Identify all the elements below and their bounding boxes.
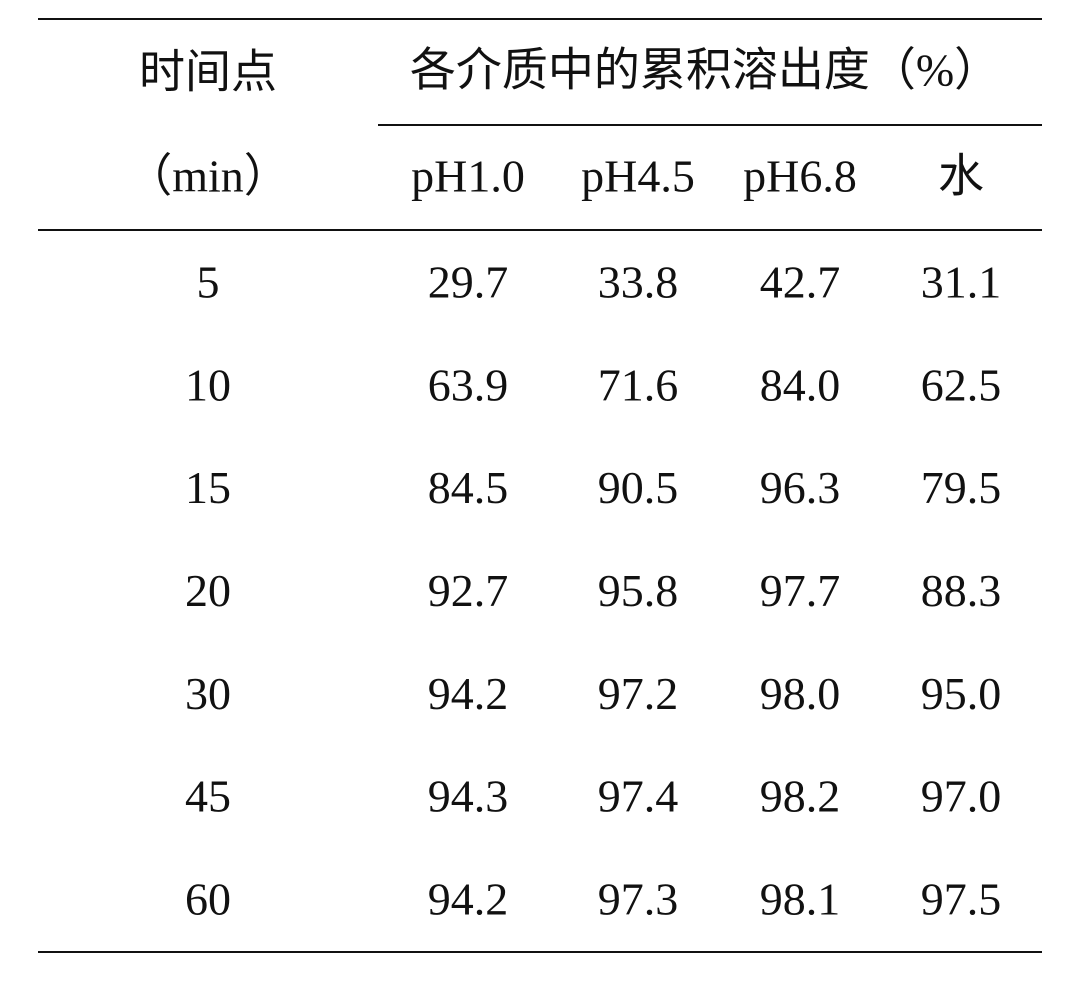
cell: 94.3 <box>428 771 509 822</box>
cell: 98.2 <box>760 771 841 822</box>
cell: 42.7 <box>760 257 841 308</box>
cell: 60 <box>185 873 231 924</box>
cell: 88.3 <box>921 565 1002 616</box>
cell: 31.1 <box>921 257 1002 308</box>
cell: 45 <box>185 771 231 822</box>
cell: 97.3 <box>598 873 679 924</box>
cell: 97.0 <box>921 771 1002 822</box>
cell: 97.4 <box>598 771 679 822</box>
header-cell: 水 <box>938 151 984 202</box>
cell: 84.0 <box>760 359 841 410</box>
cell: 98.1 <box>760 873 841 924</box>
header-cell: 时间点 <box>139 47 277 98</box>
header-cell: （min） <box>126 151 290 202</box>
cell: 97.7 <box>760 565 841 616</box>
cell: 71.6 <box>598 359 679 410</box>
cell: 5 <box>197 257 220 308</box>
cell: 62.5 <box>921 359 1002 410</box>
header-cell: pH4.5 <box>581 151 695 202</box>
cell: 95.8 <box>598 565 679 616</box>
cell: 10 <box>185 359 231 410</box>
header-cell: 各介质中的累积溶出度（%） <box>410 45 1000 96</box>
cell: 97.2 <box>598 668 679 719</box>
cell: 94.2 <box>428 668 509 719</box>
cell: 15 <box>185 462 231 513</box>
cell: 94.2 <box>428 873 509 924</box>
cell: 96.3 <box>760 462 841 513</box>
cell: 79.5 <box>921 462 1002 513</box>
cell: 30 <box>185 668 231 719</box>
cell: 63.9 <box>428 359 509 410</box>
header-cell: pH6.8 <box>743 151 857 202</box>
cell: 98.0 <box>760 668 841 719</box>
cell: 92.7 <box>428 565 509 616</box>
cell: 29.7 <box>428 257 509 308</box>
cell: 33.8 <box>598 257 679 308</box>
cell: 20 <box>185 565 231 616</box>
cell: 84.5 <box>428 462 509 513</box>
header-cell: pH1.0 <box>411 151 525 202</box>
cell: 95.0 <box>921 668 1002 719</box>
cell: 90.5 <box>598 462 679 513</box>
cell: 97.5 <box>921 873 1002 924</box>
